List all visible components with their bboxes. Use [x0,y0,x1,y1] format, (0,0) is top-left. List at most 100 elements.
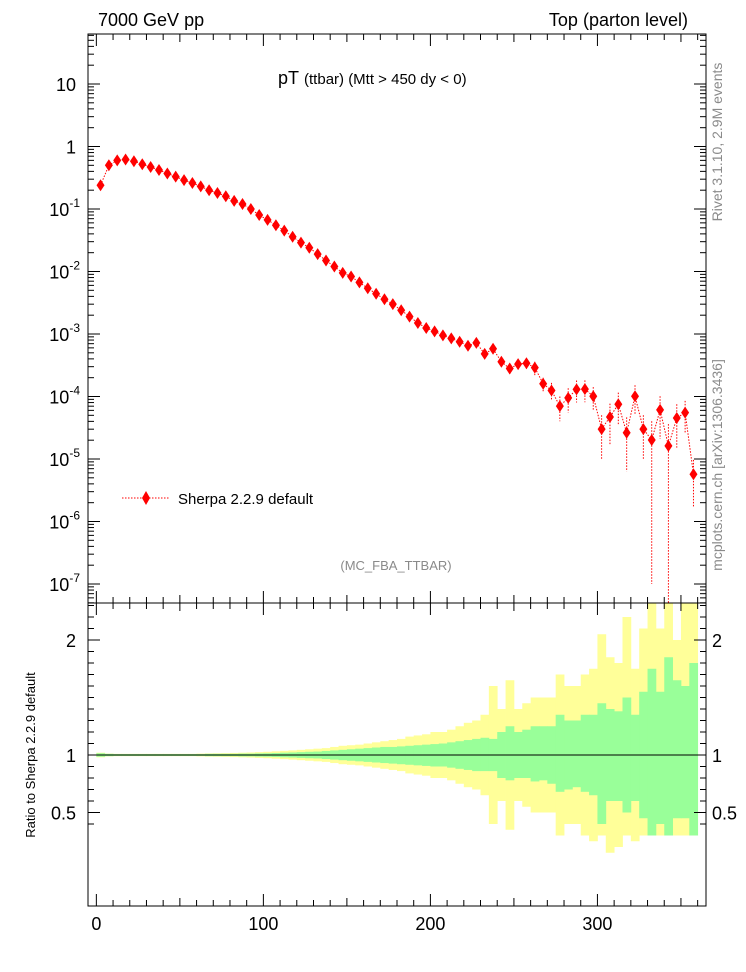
data-point [322,254,331,267]
y-tick-label: 10-6 [49,509,80,533]
y-tick-label: 10 [56,75,76,95]
data-point [656,403,665,416]
main-series [96,153,698,603]
y-tick-label: 10-3 [49,321,80,345]
data-point [255,209,264,222]
data-point [572,383,581,396]
ratio-band-inner-bin [522,729,532,778]
ratio-band-inner-bin [630,714,640,801]
data-point [388,298,397,311]
ratio-band-inner-bin [647,668,657,836]
data-point [689,468,698,481]
data-point [138,158,147,171]
ratio-band-inner-bin [555,714,565,792]
data-point [405,310,414,323]
data-point [455,335,464,348]
rivet-label: Rivet 3.1.10, 2.9M events [709,63,725,222]
axes: 0 100 200 300 10 1 10-1 10-2 10-3 10-4 10-5 10-6 10-… [49,33,737,934]
data-point [238,198,247,211]
data-point [480,347,489,360]
ratio-band-inner-bin [538,726,548,781]
ratio-band-inner-bin [614,711,623,801]
data-point [639,423,648,436]
data-point [530,361,539,374]
data-point [372,287,381,300]
data-point [205,184,214,197]
data-point [547,384,556,397]
data-point [555,400,564,413]
data-point [163,167,172,180]
data-point [154,164,163,177]
data-point [271,219,280,232]
data-point [397,304,406,317]
legend-label: Sherpa 2.2.9 default [178,491,314,508]
legend: Sherpa 2.2.9 default [122,491,314,508]
data-point [664,439,673,452]
data-point [614,398,623,411]
data-point [631,390,640,403]
data-point [413,316,422,329]
data-point [564,391,573,404]
data-point [313,248,322,261]
ratio-band-inner-bin [580,714,590,792]
plot-title-main: pT [278,68,299,88]
header-left: 7000 GeV pp [98,10,204,30]
data-point [171,170,180,183]
x-tick-label: 300 [582,914,612,934]
analysis-tag: (MC_FBA_TTBAR) [340,558,451,573]
y-tick-label: 10-4 [49,384,80,408]
data-point [681,406,690,419]
data-point [330,260,339,273]
data-point [438,329,447,342]
ratio-y-tick-label-right: 1 [712,746,722,766]
ratio-band-inner-bin [530,726,540,782]
data-point [113,154,122,167]
data-point [489,342,498,355]
header-right: Top (parton level) [549,10,688,30]
ratio-band-inner-bin [664,657,673,836]
plot-title-sub: (ttbar) (Mtt > 450 dy < 0) [304,71,467,88]
data-point [472,336,481,349]
y-tick-label: 1 [66,138,76,158]
legend-marker [142,491,150,505]
ratio-bands [88,603,706,853]
ratio-y-tick-label-left: 2 [66,631,76,651]
y-tick-label: 10-1 [49,196,80,220]
data-point [505,362,514,375]
mcplots-label: mcplots.cern.ch [arXiv:1306.3436] [709,359,725,571]
data-point [355,276,364,289]
ratio-y-tick-label-right: 2 [712,631,722,651]
data-point [672,412,681,425]
ratio-y-tick-label-right: 0.5 [712,804,737,824]
data-point [622,426,631,439]
ratio-band-inner-bin [680,686,690,819]
data-point [647,434,656,447]
ratio-y-tick-label-left: 0.5 [51,804,76,824]
ratio-ylabel: Ratio to Sherpa 2.2.9 default [23,672,38,838]
data-point [213,187,222,200]
y-tick-label: 10-7 [49,571,80,595]
ratio-band-inner-bin [672,680,682,819]
y-tick-label: 10-2 [49,259,80,283]
ratio-band-inner-bin [505,726,515,781]
data-point [422,321,431,334]
ratio-band-inner-bin [655,691,665,824]
data-point [280,224,289,237]
ratio-y-tick-label-left: 1 [66,746,76,766]
series-line [100,158,694,475]
x-tick-label: 0 [91,914,101,934]
data-point [246,203,255,215]
plot-title: pT (ttbar) (Mtt > 450 dy < 0) [278,68,467,88]
x-tick-label: 100 [248,914,278,934]
data-point [338,266,347,279]
main-frame [87,33,707,604]
data-point [305,241,314,254]
data-point [580,383,589,396]
data-point [221,190,230,203]
data-point [104,159,113,172]
ratio-band-inner-bin [689,663,699,836]
data-point [263,213,272,226]
ratio-band-inner-bin [572,720,582,788]
data-point [96,179,105,192]
